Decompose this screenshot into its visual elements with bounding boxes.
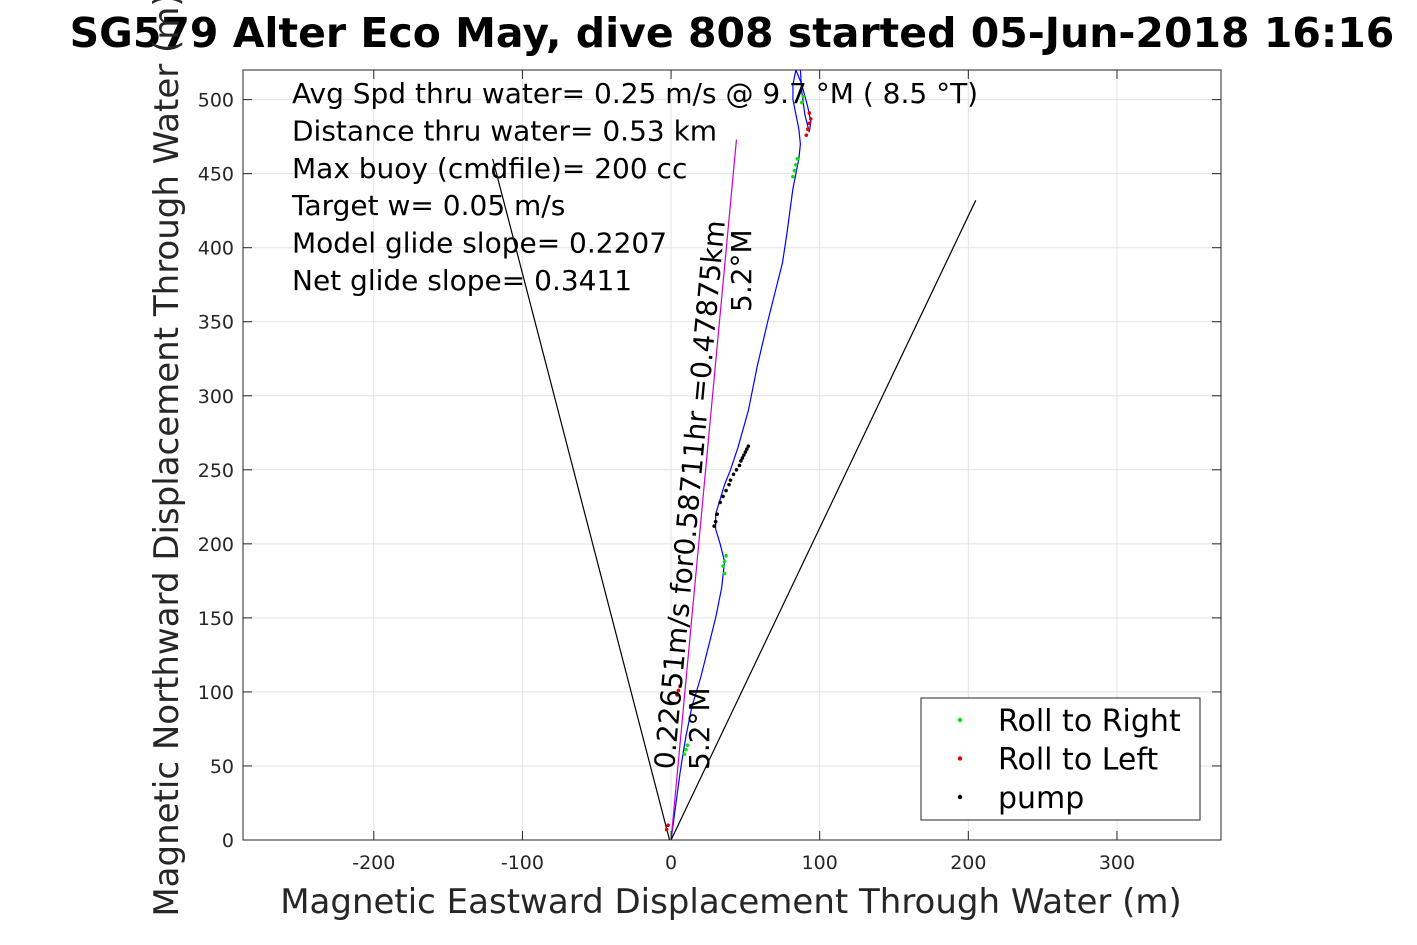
x-tick-label: -100	[501, 852, 544, 874]
net-displacement-line	[670, 139, 738, 840]
glide-envelope-line	[492, 158, 671, 840]
pump-point	[727, 482, 731, 487]
roll-to-right-point	[722, 571, 727, 576]
x-axis-label: Magnetic Eastward Displacement Through W…	[280, 882, 1182, 922]
roll-to-right-point	[791, 174, 795, 179]
legend-marker	[957, 756, 963, 761]
annotation-line: Avg Spd thru water= 0.25 m/s @ 9.7 °M ( …	[292, 77, 978, 110]
legend-box	[920, 697, 1201, 821]
roll-to-left-point	[806, 127, 810, 132]
roll-to-left-point	[807, 121, 812, 126]
y-tick-label: 100	[198, 682, 234, 704]
pump-point	[743, 450, 748, 454]
annotation-line: Distance thru water= 0.53 km	[292, 114, 717, 147]
roll-to-right-point	[795, 157, 800, 161]
annotation-line: Target w= 0.05 m/s	[291, 189, 565, 222]
pump-point	[728, 478, 733, 482]
y-tick-label: 500	[198, 90, 234, 112]
y-tick-label: 200	[198, 534, 234, 556]
roll-to-left-point	[804, 133, 809, 137]
x-tick-label: 0	[665, 852, 677, 874]
plot-area-frame	[242, 69, 1222, 841]
annotation-line: Net glide slope= 0.3411	[292, 264, 632, 297]
pump-point	[724, 488, 728, 493]
heading-label-top: 5.2°M	[725, 229, 758, 312]
roll-to-right-point	[801, 94, 806, 99]
legend-label: Roll to Right	[998, 704, 1181, 739]
heading-label-bottom: 5.2°M	[683, 687, 716, 770]
roll-to-right-point	[685, 743, 690, 748]
roll-to-left-point	[808, 117, 813, 121]
annotation-block: Avg Spd thru water= 0.25 m/s @ 9.7 °M ( …	[291, 77, 978, 297]
legend-label: pump	[998, 781, 1084, 816]
y-tick-label: 50	[210, 756, 234, 778]
roll-to-right-point	[800, 100, 804, 105]
pump-point	[734, 468, 739, 472]
x-tick-label: 100	[802, 852, 838, 874]
pump-point	[731, 472, 736, 477]
plot-series	[492, 70, 977, 840]
glide-envelope-line	[670, 200, 977, 840]
roll-to-right-point	[794, 162, 798, 167]
roll-to-right-point	[722, 559, 727, 564]
roll-to-right-point	[792, 168, 797, 173]
glider-track-line	[670, 70, 812, 840]
pump-point	[721, 494, 725, 499]
y-tick-label: 300	[198, 386, 234, 408]
annotation-line: Model glide slope= 0.2207	[292, 227, 667, 260]
roll-to-left-point	[678, 684, 682, 688]
legend-marker	[957, 794, 963, 800]
roll-to-left-point	[676, 688, 681, 693]
pump-point	[745, 447, 749, 451]
chart-title: SG579 Alter Eco May, dive 808 started 05…	[70, 9, 1395, 57]
axis-ticks: -200 -100 0 100 200 300 0 50 100 150 200 250 300 350 4…	[198, 70, 1221, 874]
y-tick-label: 350	[198, 312, 234, 334]
roll-to-left-point	[666, 823, 670, 827]
y-tick-label: 150	[198, 608, 234, 630]
pump-point	[742, 453, 746, 457]
legend-marker	[957, 717, 963, 723]
legend-label: Roll to Left	[998, 743, 1158, 778]
pump-point	[739, 459, 743, 463]
x-tick-label: 300	[1099, 852, 1135, 874]
roll-to-left-point	[664, 827, 669, 832]
y-tick-label: 0	[222, 830, 234, 852]
pump-point	[715, 512, 719, 517]
pump-point	[713, 519, 718, 524]
y-tick-label: 250	[198, 460, 234, 482]
roll-to-right-point	[684, 747, 688, 752]
pump-point	[740, 456, 745, 460]
roll-to-right-point	[724, 553, 728, 558]
x-tick-label: 200	[950, 852, 986, 874]
annotation-line: Max buoy (cmdfile)= 200 cc	[292, 152, 687, 185]
y-tick-label: 400	[198, 238, 234, 260]
y-axis-label: Magnetic Northward Displacement Through …	[147, 0, 187, 917]
roll-to-left-point	[807, 111, 812, 115]
roll-to-right-point	[682, 752, 687, 756]
pump-point	[737, 463, 742, 468]
roll-to-right-point	[721, 564, 725, 568]
rotated-labels: 0.22651m/s for0.58711hr =0.47875km5.2°M5…	[648, 219, 758, 771]
grid-lines	[243, 70, 1221, 841]
pump-point	[746, 444, 751, 448]
pump-point	[712, 524, 716, 528]
pump-point	[718, 500, 722, 505]
roll-to-left-point	[675, 693, 679, 697]
x-tick-label: -200	[352, 852, 395, 874]
y-tick-label: 450	[198, 164, 234, 186]
